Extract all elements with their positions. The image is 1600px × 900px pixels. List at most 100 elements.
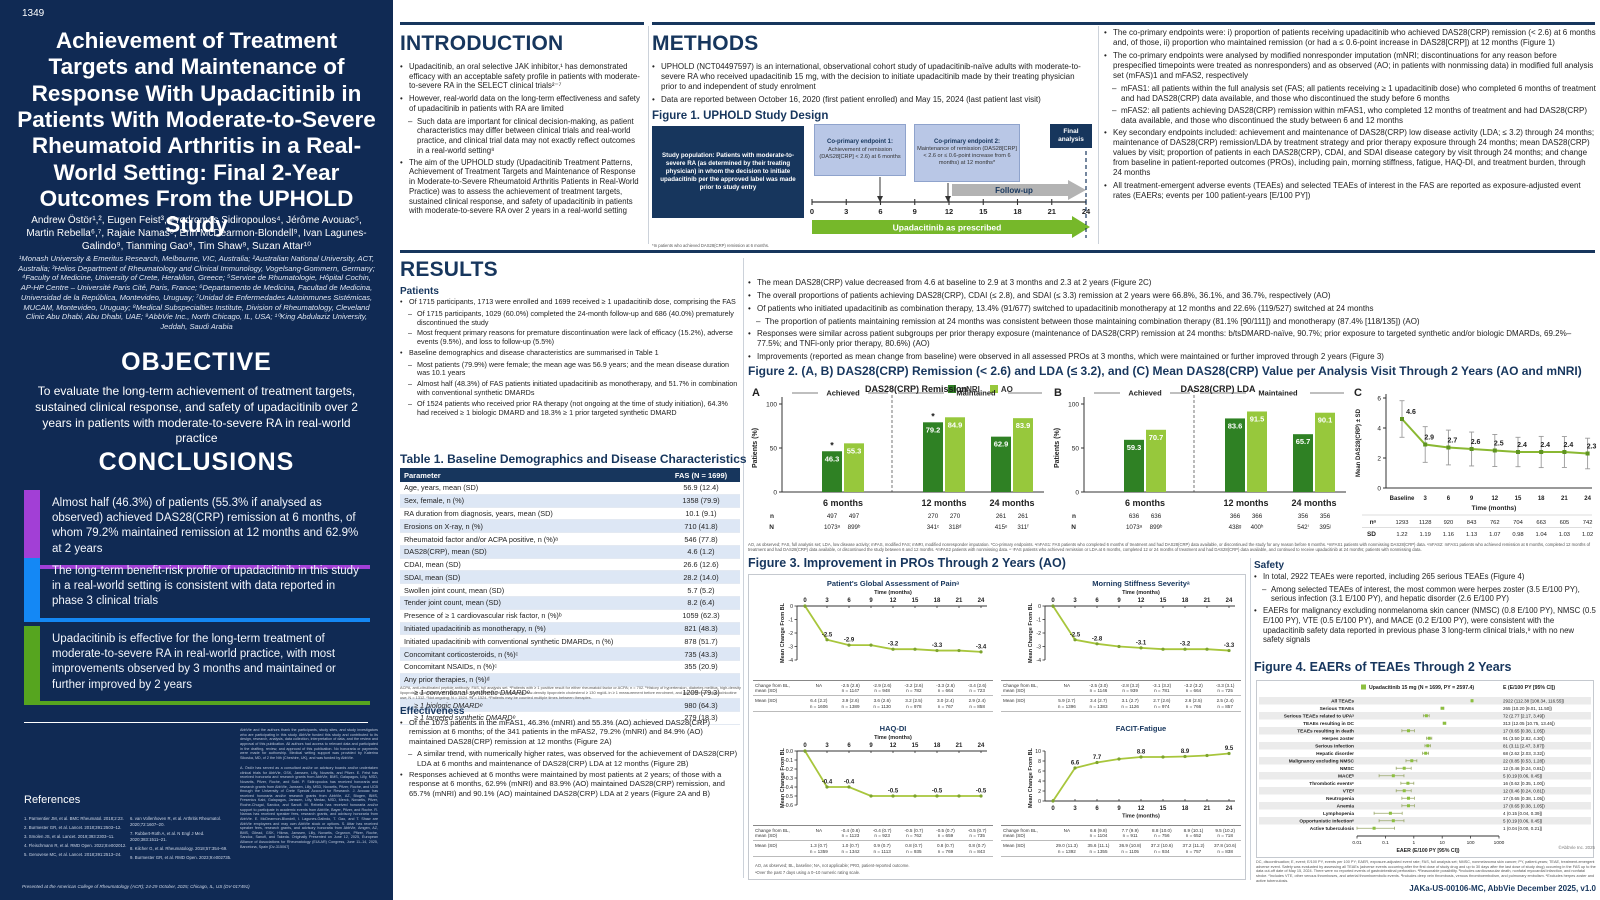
svg-text:0: 0	[773, 490, 777, 497]
svg-text:Maintained: Maintained	[1258, 389, 1298, 398]
svg-text:1073ᵃ: 1073ᵃ	[824, 524, 841, 531]
svg-text:Mean Change From BL: Mean Change From BL	[1028, 602, 1034, 663]
sidebar: 1349 Achievement of Treatment Targets an…	[0, 0, 393, 900]
table-row: Sex, female, n (%) 1358 (79.9)	[400, 494, 740, 508]
svg-text:12 months: 12 months	[1223, 498, 1268, 508]
svg-text:91.5: 91.5	[1250, 414, 1265, 423]
svg-text:6: 6	[1447, 496, 1451, 502]
svg-text:3: 3	[825, 743, 829, 749]
poster-number: 1349	[22, 8, 45, 19]
svg-text:8.9: 8.9	[1181, 749, 1190, 755]
svg-text:0.1: 0.1	[1382, 840, 1389, 846]
conclusion-box-1: Almost half (46.3%) of patients (55.3% i…	[24, 490, 370, 569]
table-row: Initiated upadacitinib as monotherapy, n…	[400, 622, 740, 636]
pro-table-cell: -2.9 (2.6) n = 948	[866, 681, 898, 697]
svg-text:DAS28(CRP) Remission: DAS28(CRP) Remission	[865, 384, 967, 394]
svg-text:24 months: 24 months	[1291, 498, 1336, 508]
methods-bullets: UPHOLD (NCT04497597) is an international…	[652, 62, 1090, 108]
svg-text:9: 9	[913, 207, 917, 216]
svg-text:Serious TEAEs: Serious TEAEs	[1320, 706, 1355, 712]
svg-text:81 (3.11 [2.47, 3.87]): 81 (3.11 [2.47, 3.87])	[1503, 744, 1545, 749]
svg-text:0: 0	[1038, 604, 1041, 610]
pro-table-cell: 37.2 (10.6) n = 934	[1145, 841, 1178, 857]
svg-text:-2.8: -2.8	[1092, 636, 1103, 642]
pro-table-row-label: Change from BL, mean (SD)	[1001, 826, 1051, 842]
pro-table-cell: -2.5 (2.6) n = 1147	[834, 681, 867, 697]
figure1-endpoint2-title: Co-primary endpoint 2:	[933, 138, 1000, 145]
pro-table-cell: 9.5 (10.2) n = 718	[1209, 826, 1241, 842]
table-row: SDAI, mean (SD) 28.2 (14.0)	[400, 570, 740, 585]
svg-text:-3.2: -3.2	[888, 642, 899, 648]
svg-text:6 months: 6 months	[823, 498, 863, 508]
pro-table-cell: -3.3 (3.1) n = 725	[1209, 681, 1241, 697]
svg-text:Serious infection: Serious infection	[1315, 744, 1354, 750]
svg-text:Baseline: Baseline	[1390, 496, 1415, 502]
svg-text:Follow-up: Follow-up	[995, 186, 1033, 195]
rule-methods	[652, 22, 1595, 25]
svg-text:59.3: 59.3	[1127, 443, 1142, 452]
svg-text:270: 270	[928, 513, 939, 520]
svg-text:Time (months): Time (months)	[874, 590, 912, 596]
pro-table-cell: 29.0 (11.3) n = 1392	[1051, 841, 1083, 857]
svg-text:62.9: 62.9	[994, 440, 1009, 449]
pro-table-cell: 1.0 (0.7) n = 1342	[834, 841, 867, 857]
svg-text:-3.2: -3.2	[1180, 642, 1191, 648]
svg-text:91 (3.50 [2.82, 4.30]): 91 (3.50 [2.82, 4.30])	[1503, 736, 1545, 741]
safety-subheading: Safety	[1254, 560, 1285, 571]
svg-text:50: 50	[1072, 446, 1080, 453]
legend-mnri: mNRI	[948, 385, 980, 394]
svg-text:899ᵇ: 899ᵇ	[1150, 524, 1163, 531]
svg-text:N: N	[1071, 524, 1076, 531]
svg-text:311ᶠ: 311ᶠ	[1017, 524, 1029, 531]
list-item: Such data are important for clinical dec…	[400, 117, 642, 156]
pro-table-cell: -3.3 (2.6) n = 664	[929, 681, 962, 697]
svg-text:270: 270	[950, 513, 961, 520]
list-item: Key secondary endpoints included: achiev…	[1104, 128, 1596, 178]
svg-text:24: 24	[978, 598, 985, 604]
figure2-legend: mNRI AO	[948, 385, 1013, 394]
svg-text:Time (months): Time (months)	[1122, 590, 1160, 596]
svg-text:12: 12	[1138, 806, 1145, 812]
svg-text:6: 6	[878, 207, 882, 216]
introduction-heading: INTRODUCTION	[400, 32, 564, 55]
effectiveness-subheading: Effectiveness	[400, 706, 465, 717]
pro-table-cell: NA	[803, 681, 835, 697]
svg-text:100: 100	[766, 402, 777, 409]
svg-text:2.3: 2.3	[1587, 444, 1597, 451]
svg-text:4.6: 4.6	[1406, 409, 1416, 416]
svg-text:12: 12	[945, 207, 953, 216]
conclusion-box-3: Upadacitinib is effective for the long-t…	[24, 626, 370, 705]
pro-table-cell: NA	[803, 826, 835, 842]
list-item: A similar trend, with numerically higher…	[400, 749, 741, 768]
svg-text:-0.1: -0.1	[784, 758, 793, 764]
table-row: Age, years, mean (SD) 56.9 (12.4)	[400, 482, 740, 495]
svg-text:0: 0	[803, 598, 807, 604]
svg-text:1293: 1293	[1396, 520, 1409, 526]
table-row: Concomitant NSAIDs, n (%)ᶜ 355 (20.9)	[400, 660, 740, 674]
svg-text:0: 0	[1051, 806, 1055, 812]
pro-table-cell: 8.9 (10.1) n = 652	[1177, 826, 1210, 842]
svg-text:100: 100	[1068, 402, 1079, 409]
list-item: Upadacitinib, an oral selective JAK inhi…	[400, 62, 642, 91]
svg-text:12 (0.46 [0.24, 0.81]): 12 (0.46 [0.24, 0.81])	[1503, 766, 1545, 771]
svg-text:15: 15	[1160, 806, 1167, 812]
svg-text:-2: -2	[788, 631, 793, 637]
svg-text:100: 100	[1467, 840, 1475, 846]
svg-text:15: 15	[1515, 496, 1522, 502]
svg-text:3: 3	[1073, 806, 1077, 812]
svg-text:1128: 1128	[1419, 520, 1431, 526]
pro-chart-facit-fatigue: FACIT-Fatigue 0 3 6 9 12 15 18 21 24 Time (months)…	[1001, 723, 1241, 857]
svg-text:-2.5: -2.5	[1070, 632, 1081, 638]
svg-text:n: n	[770, 513, 774, 520]
svg-text:17 (0.65 [0.38, 1.05]): 17 (0.65 [0.38, 1.05])	[1503, 729, 1545, 734]
svg-text:2.4: 2.4	[1564, 442, 1574, 449]
svg-text:2.4: 2.4	[1540, 442, 1550, 449]
table-row: CDAI, mean (SD) 26.6 (12.6)	[400, 558, 740, 572]
svg-text:C: C	[1354, 387, 1362, 399]
svg-text:Patients (%): Patients (%)	[752, 428, 759, 468]
svg-text:24: 24	[1226, 598, 1233, 604]
table-row: Presence of ≥ 1 cardiovascular risk fact…	[400, 609, 740, 623]
svg-text:TEAEs resulting in death: TEAEs resulting in death	[1297, 729, 1354, 735]
svg-text:497: 497	[849, 513, 860, 520]
svg-text:Mean Change From BL: Mean Change From BL	[780, 747, 786, 808]
